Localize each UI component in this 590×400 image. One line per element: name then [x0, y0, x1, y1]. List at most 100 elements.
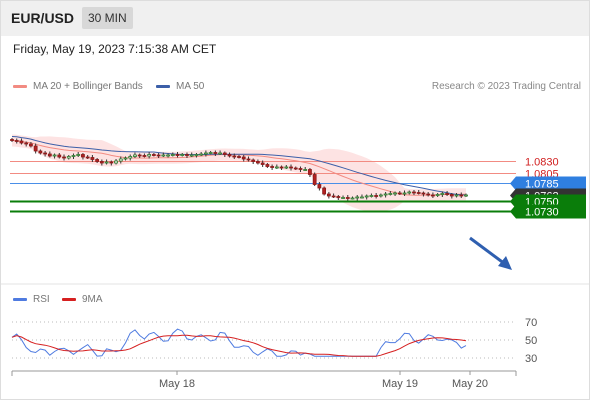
candle [180, 154, 185, 156]
candle [38, 150, 43, 154]
candle [24, 142, 29, 145]
legend-ma50-label: MA 50 [176, 81, 205, 92]
candle [464, 194, 468, 197]
bollinger-band [12, 134, 466, 212]
level-tag-text-1.0785: 1.0785 [525, 179, 559, 191]
forecast-arrow [469, 236, 506, 266]
candle [156, 154, 161, 157]
candle [95, 159, 100, 162]
candle [407, 191, 412, 194]
candle [459, 194, 464, 197]
candle [241, 156, 246, 160]
candle [341, 197, 345, 199]
candle [355, 196, 360, 199]
candle [194, 154, 199, 156]
candle [118, 158, 123, 162]
candle [185, 154, 189, 156]
candle [445, 193, 449, 195]
legend-rsi-label: RSI [33, 294, 50, 305]
candle [237, 156, 241, 158]
candle [454, 194, 459, 197]
candle [222, 152, 227, 155]
candle [326, 193, 331, 197]
candle [10, 139, 14, 141]
rsi-ma9-line [11, 334, 467, 357]
candle [232, 155, 237, 158]
candle [360, 196, 364, 199]
candle [430, 194, 435, 197]
candle [123, 157, 128, 160]
timestamp: Friday, May 19, 2023 7:15:38 AM CET [13, 42, 217, 56]
candle [270, 166, 275, 168]
x-tick-label-2: May 20 [452, 378, 488, 390]
rsi-level-label-70: 70 [525, 317, 537, 329]
candle [435, 194, 440, 196]
candle [62, 156, 66, 159]
candle [90, 157, 95, 160]
candle [81, 154, 85, 158]
candle [265, 164, 270, 167]
candle [284, 166, 289, 169]
candle [114, 160, 118, 164]
candle [218, 152, 222, 155]
candle [19, 140, 24, 144]
candle [161, 154, 166, 157]
rsi-level-label-30: 30 [525, 353, 537, 365]
candle [14, 140, 19, 142]
candle [43, 152, 48, 155]
candle [279, 166, 284, 169]
candle [213, 152, 218, 154]
candle [47, 153, 52, 157]
candle [393, 192, 397, 195]
candle [336, 196, 341, 198]
candle [317, 184, 322, 189]
level-tag-arrow [510, 204, 516, 219]
legend-9ma: 9MA [62, 294, 103, 305]
candle [298, 168, 303, 170]
candle [151, 154, 156, 156]
candle [402, 192, 407, 195]
candle [147, 154, 152, 157]
candle [322, 187, 327, 195]
candle [133, 154, 137, 157]
candle [388, 193, 393, 195]
candle [104, 161, 109, 164]
candle [52, 154, 57, 157]
level-tag-text-1.0730: 1.0730 [525, 207, 559, 219]
level-tag-1.0730 [516, 204, 586, 219]
candle [303, 169, 308, 171]
candle [312, 174, 317, 185]
legend-rsi: RSI [13, 294, 50, 305]
candle [412, 191, 416, 194]
candle [189, 154, 194, 157]
candle [416, 192, 421, 194]
legend-ma50: MA 50 [156, 81, 204, 92]
candle [227, 154, 232, 157]
candle [308, 169, 312, 175]
candle [449, 194, 454, 197]
candle [331, 195, 336, 198]
candle [369, 195, 374, 197]
rsi-level-label-50: 50 [525, 335, 537, 347]
x-tick-label-1: May 19 [382, 378, 418, 390]
candle [397, 192, 402, 195]
ma20-swatch [13, 84, 27, 88]
instrument-title: EUR/USD [11, 10, 75, 26]
candle [99, 161, 104, 164]
candle [246, 158, 251, 161]
candle [208, 152, 213, 154]
level-tag-1.0785 [516, 176, 586, 191]
timeframe-badge[interactable]: 30 MIN [82, 7, 133, 29]
level-tag-arrow [510, 176, 516, 191]
rsi-swatch [13, 297, 27, 301]
candle [350, 197, 355, 200]
candle [289, 166, 293, 169]
candle [203, 152, 208, 155]
forecast-arrow-head [498, 256, 512, 270]
ma9-swatch [62, 297, 76, 301]
candle [345, 197, 350, 199]
research-credit: Research © 2023 Trading Central [431, 81, 581, 92]
candle [440, 193, 445, 195]
candle [29, 143, 33, 147]
